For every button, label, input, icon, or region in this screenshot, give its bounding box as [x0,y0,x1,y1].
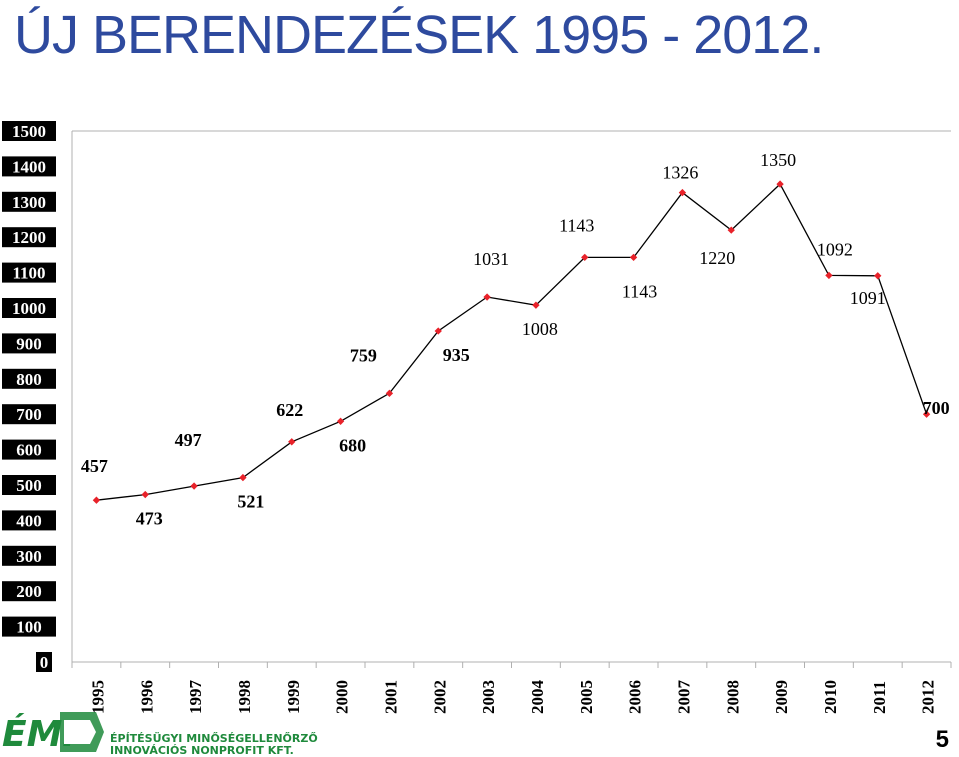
data-point [141,490,149,499]
y-tick-label: 200 [16,582,42,601]
x-tick-label: 1998 [235,680,254,714]
data-label: 1092 [817,239,853,259]
data-point [532,301,540,309]
data-label: 1143 [559,215,594,235]
data-point [483,293,491,301]
data-label: 1220 [699,248,735,268]
y-tick-label: 0 [40,653,49,672]
y-tick-bg [2,581,56,602]
y-tick-label: 1400 [12,157,46,176]
y-tick-label: 700 [16,405,42,424]
y-tick-label: 300 [16,547,42,566]
data-point [434,327,442,335]
y-tick-bg [2,404,56,425]
data-label: 473 [136,509,163,529]
y-tick-bg [2,156,56,177]
data-label: 1143 [622,281,657,301]
data-point [825,271,833,280]
x-tick-label: 2011 [870,681,889,714]
page-number: 5 [935,726,949,753]
emi-logo-icon: ÉMI [2,712,104,755]
x-axis: 1995 1996 1997 1998 1999 2000 2001 2002 2003 2004… [71,662,952,715]
data-point [336,417,345,425]
y-tick-bg [2,616,56,637]
data-point [190,482,198,490]
series-line [96,183,928,501]
data-label: 1350 [760,150,796,170]
x-tick-label: 2000 [333,680,352,714]
data-label: 680 [339,435,366,455]
y-axis: 0 100 200 300 400 500 600 700 800 900 1000 1100 1200… [2,121,56,672]
data-point [874,272,882,280]
x-tick-label: 2005 [577,680,596,714]
data-point [239,473,247,482]
x-tick-label: 2012 [919,680,938,714]
data-point [678,188,687,197]
data-point [92,496,101,504]
data-point [922,410,931,418]
y-tick-label: 1300 [12,193,46,212]
y-tick-label: 100 [16,618,42,637]
y-tick-bg [36,652,52,672]
y-tick-bg [2,545,56,566]
logo-text-line1: ÉPÍTÉSÜGYI MINŐSÉGELLENŐRZŐ [110,732,318,745]
company-logo: ÉMI ÉPÍTÉSÜGYI MINŐSÉGELLENŐRZŐ INNOVÁCI… [0,706,318,757]
x-tick-label: 1999 [284,680,303,714]
data-point [288,438,296,446]
x-tick-label: 2008 [723,680,742,714]
data-label: 1031 [473,249,509,269]
data-label: 521 [237,492,264,512]
x-tick-label: 2002 [430,680,449,714]
data-label: 1091 [850,288,886,308]
y-tick-bg [2,262,56,283]
data-label: 1326 [662,163,698,183]
y-tick-bg [2,368,56,389]
x-tick-label: 2003 [479,680,498,714]
x-tick-label: 2009 [772,680,791,714]
page-title: ÚJ BERENDEZÉSEK 1995 - 2012. [14,5,824,65]
y-tick-label: 1100 [12,264,45,283]
x-tick-label: 2010 [821,680,840,714]
y-tick-label: 500 [16,476,42,495]
y-tick-bg [2,121,56,141]
logo-text-line2: INNOVÁCIÓS NONPROFIT KFT. [110,744,294,757]
y-tick-bg [2,191,56,212]
y-tick-label: 1200 [12,228,46,247]
x-tick-label: 2001 [381,680,400,714]
data-point [776,180,784,188]
data-label: 622 [276,400,303,420]
x-tick-label: 1995 [88,680,107,714]
y-tick-bg [2,510,56,531]
data-point [385,389,394,397]
data-label: 497 [175,430,202,450]
data-label: 700 [923,398,950,418]
x-tick-label: 2006 [626,680,645,714]
data-label: 935 [443,345,470,365]
y-tick-label: 400 [16,511,42,530]
data-label: 457 [81,456,108,476]
y-tick-bg [2,298,56,318]
y-tick-bg [2,475,56,495]
y-tick-label: 1000 [12,299,46,318]
plot-area: 457 473 497 521 622 680 759 935 1031 1008 1143 1143… [71,130,951,663]
x-tick-label: 1997 [186,680,205,715]
y-tick-label: 1500 [12,122,46,141]
y-tick-label: 900 [16,334,42,353]
y-tick-bg [2,227,56,248]
line-chart: 0 100 200 300 400 500 600 700 800 900 1000 1100 1200… [2,121,952,715]
x-tick-label: 2004 [528,680,547,715]
y-tick-label: 800 [16,370,42,389]
data-label: 759 [350,345,377,365]
y-tick-bg [2,333,56,354]
x-tick-label: 1996 [137,680,156,714]
y-tick-label: 600 [16,441,42,460]
x-tick-label: 2007 [674,680,693,715]
y-tick-bg [2,439,56,460]
data-label: 1008 [522,319,558,339]
